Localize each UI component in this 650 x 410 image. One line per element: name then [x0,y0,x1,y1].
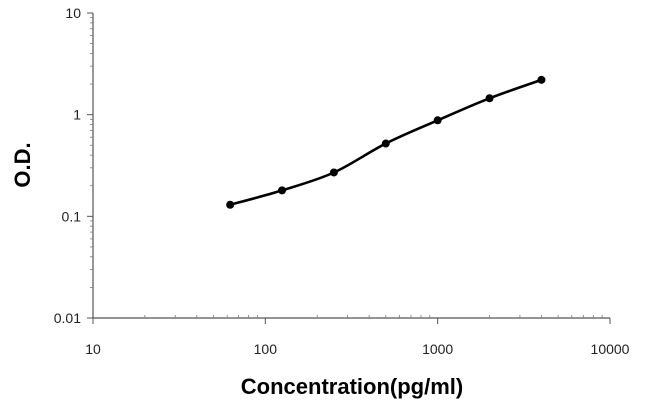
y-tick-label: 0.01 [54,310,81,326]
x-axis-ticks [92,315,611,324]
x-tick-label: 100 [254,341,278,357]
x-axis-tick-labels: 10 100 1000 10000 [85,341,629,357]
y-axis-title: O.D. [10,142,35,187]
plot-area: 0.01 0.1 1 10 10 100 1000 10000 [54,5,630,357]
series-layer [226,75,546,209]
data-point [226,200,235,209]
data-point [433,116,442,125]
y-tick-label: 10 [65,5,81,21]
x-tick-label: 10000 [591,341,630,357]
y-tick-label: 0.1 [62,208,82,224]
x-tick-label: 1000 [422,341,453,357]
x-axis-title: Concentration(pg/ml) [241,374,463,399]
y-tick-label: 1 [73,107,81,123]
data-point [485,94,494,103]
x-tick-label: 10 [85,341,101,357]
data-point [537,75,546,84]
y-axis-ticks [87,12,93,319]
y-axis-tick-labels: 0.01 0.1 1 10 [54,5,81,326]
data-point [329,168,338,177]
data-point [278,186,287,195]
data-point [381,139,390,148]
